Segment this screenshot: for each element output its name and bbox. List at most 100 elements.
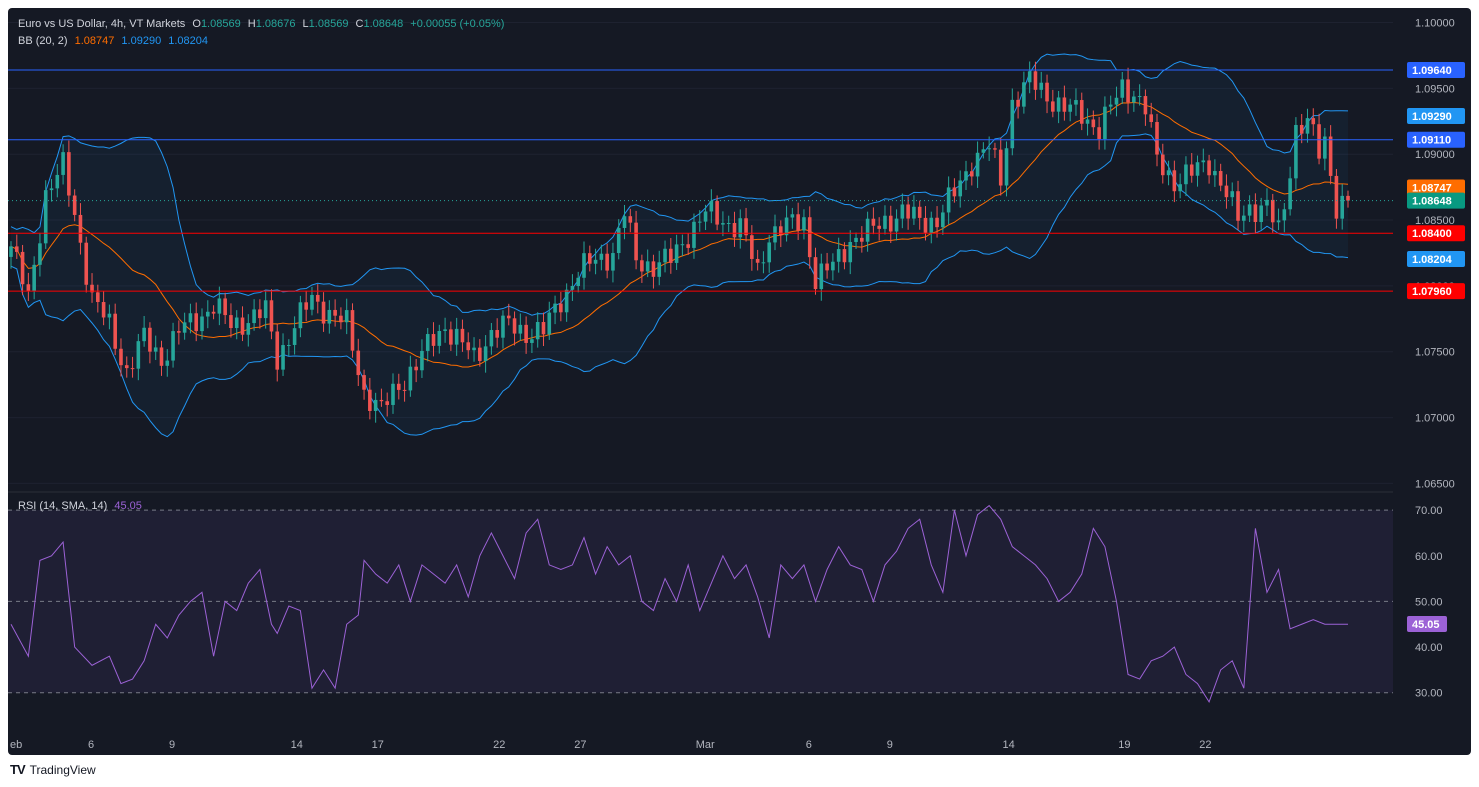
candle xyxy=(860,226,864,253)
candle xyxy=(640,254,644,283)
candle-body xyxy=(1189,164,1194,176)
candle-body xyxy=(726,222,731,224)
price-chart[interactable]: 1.100001.095001.090001.085001.080001.075… xyxy=(8,8,1471,493)
candle-body xyxy=(703,211,708,222)
candle xyxy=(49,179,54,202)
bb-band-fill xyxy=(11,53,1348,437)
candle-body xyxy=(1051,101,1055,112)
price-tag xyxy=(1407,108,1465,125)
candle-body xyxy=(663,248,667,263)
candle-body xyxy=(495,330,499,338)
candle-body xyxy=(1334,175,1339,219)
candle-body xyxy=(848,241,853,263)
candle xyxy=(553,295,557,325)
candle-body xyxy=(836,249,841,262)
candle-body xyxy=(489,330,494,347)
candle xyxy=(842,242,847,270)
candle xyxy=(929,211,934,244)
candle xyxy=(1265,188,1269,217)
candle xyxy=(292,316,297,355)
candle-body xyxy=(1282,209,1287,221)
candle xyxy=(153,335,158,360)
rsi-value-tag xyxy=(1407,616,1447,633)
bb-legend: BB (20, 2) 1.08747 1.09290 1.08204 xyxy=(18,35,212,47)
candle-body xyxy=(941,212,945,228)
candle-body xyxy=(1265,199,1269,206)
candle-body xyxy=(229,315,233,329)
candle xyxy=(240,306,245,342)
candle-body xyxy=(1120,79,1125,98)
candle-body xyxy=(67,152,71,196)
candle-body xyxy=(292,328,297,345)
rsi-chart[interactable]: 70.00 60.00 50.00 40.00 30.00 45.05 eb 6 9 14 17 22… xyxy=(8,493,1471,755)
rsi-line xyxy=(10,504,1348,703)
candle xyxy=(1074,88,1078,116)
candle-body xyxy=(854,237,858,242)
candle-body xyxy=(171,331,175,361)
candle-body xyxy=(1299,124,1304,134)
price-tag xyxy=(1407,179,1465,196)
candle xyxy=(715,195,719,231)
candle-body xyxy=(1137,96,1142,98)
candle-body xyxy=(368,389,372,411)
candle xyxy=(437,324,442,354)
candle xyxy=(784,205,789,242)
candle xyxy=(651,254,656,289)
candle xyxy=(1334,168,1339,229)
candle-body xyxy=(582,253,586,278)
candle-body xyxy=(1259,205,1263,222)
candle-body xyxy=(790,214,795,218)
candle-body xyxy=(1085,119,1090,124)
candle-body xyxy=(402,389,407,391)
candle xyxy=(269,289,274,340)
candle-body xyxy=(559,303,563,313)
candle-body xyxy=(732,222,737,238)
footer-brand[interactable]: TV TradingView xyxy=(10,762,96,777)
candle-body xyxy=(1230,191,1235,198)
candle xyxy=(1218,163,1223,192)
candle xyxy=(738,209,743,249)
candle-body xyxy=(530,339,534,343)
candle-body xyxy=(709,201,714,212)
candle xyxy=(368,377,372,420)
price-tag xyxy=(1407,225,1465,242)
candle xyxy=(611,242,615,283)
candle xyxy=(344,298,349,335)
candle xyxy=(113,303,117,356)
brand-name: TradingView xyxy=(29,762,96,777)
candle xyxy=(767,234,772,273)
candle-body xyxy=(252,309,256,324)
candle xyxy=(686,233,690,255)
rsi-legend-value: 45.05 xyxy=(114,500,142,512)
candle xyxy=(182,312,187,340)
candle xyxy=(275,324,280,382)
candle-body xyxy=(906,204,910,219)
candle xyxy=(449,321,453,351)
candle xyxy=(391,373,395,414)
candle xyxy=(14,234,19,259)
candle-body xyxy=(153,347,158,352)
candle xyxy=(1166,160,1171,186)
candle-body xyxy=(396,383,401,390)
candle xyxy=(55,164,60,198)
candle-body xyxy=(32,264,36,291)
rsi-tick-label: 70.00 xyxy=(1415,505,1443,517)
candle xyxy=(9,241,13,269)
candle-body xyxy=(20,251,25,285)
candle-body xyxy=(593,259,598,264)
candle xyxy=(177,320,181,345)
candle-body xyxy=(813,257,818,290)
candle-body xyxy=(987,148,991,150)
candle xyxy=(333,299,337,327)
candle xyxy=(657,250,662,286)
candle-body xyxy=(1213,171,1217,176)
candle xyxy=(385,392,390,417)
candle-body xyxy=(148,327,152,352)
price-tag-label: 1.09290 xyxy=(1412,111,1452,123)
candle xyxy=(483,335,488,373)
candle xyxy=(263,291,268,329)
candle-body xyxy=(431,334,436,346)
candle-body xyxy=(981,149,986,153)
candle xyxy=(1143,89,1148,126)
candle-body xyxy=(1079,100,1084,124)
